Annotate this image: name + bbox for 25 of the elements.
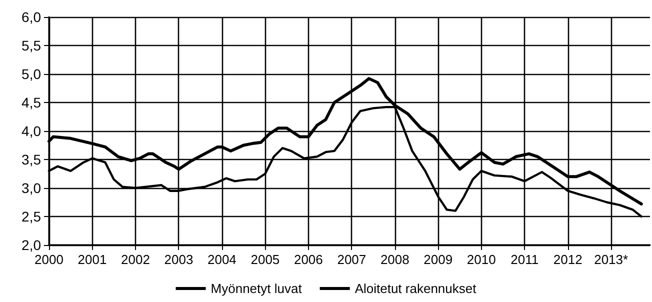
y-tick-label: 5,0 [22, 66, 42, 82]
x-tick-label: 2002 [121, 252, 150, 267]
legend-label: Aloitetut rakennukset [354, 281, 477, 296]
y-tick-label: 4,0 [22, 123, 42, 139]
y-tick-label: 3,0 [22, 180, 42, 196]
x-tick-label: 2006 [294, 252, 323, 267]
y-tick-label: 2,0 [22, 237, 42, 253]
x-tick-label: 2008 [380, 252, 410, 267]
x-tick-label: 2004 [207, 252, 236, 267]
x-tick-label: 2005 [250, 252, 280, 267]
x-tick-label: 2013* [594, 252, 628, 267]
x-tick-label: 2012 [553, 252, 582, 267]
x-tick-label: 2011 [510, 252, 539, 267]
y-tick-label: 4,5 [22, 94, 42, 110]
x-tick-label: 2003 [164, 252, 194, 267]
y-tick-label: 2,5 [22, 208, 42, 224]
x-tick-label: 2010 [466, 252, 496, 267]
x-tick-label: 2000 [34, 252, 64, 267]
x-tick-label: 2009 [424, 252, 453, 267]
legend-label: Myönnetyt luvat [210, 281, 302, 296]
x-tick-label: 2001 [78, 252, 107, 267]
y-tick-label: 6,0 [22, 9, 42, 25]
y-tick-label: 5,5 [22, 38, 42, 54]
y-tick-label: 3,5 [22, 152, 42, 168]
x-tick-label: 2007 [337, 252, 366, 267]
